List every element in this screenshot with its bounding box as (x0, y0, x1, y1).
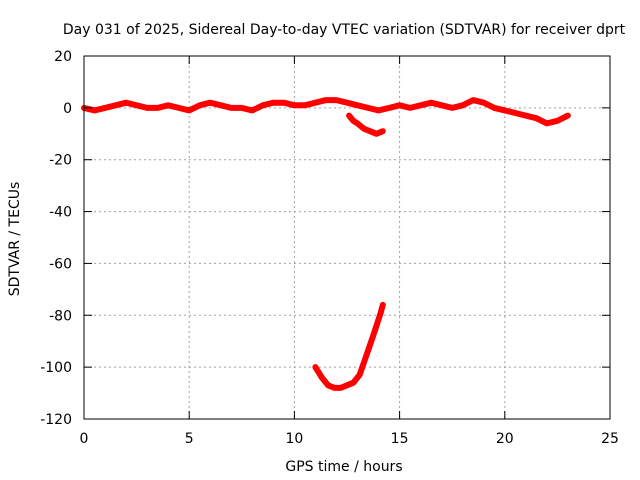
plot-frame (83, 55, 611, 420)
y-tick-label: -60 (49, 256, 72, 272)
y-axis-label: SDTVAR / TECUs (7, 182, 23, 297)
x-tick-label: 20 (496, 431, 514, 447)
y-tick-label: -120 (40, 412, 72, 428)
y-tick-label: -80 (49, 308, 72, 324)
tick-layer: 20 0 -20 -40 -60 -80 -100 -120 0 5 10 15 20 25 (40, 49, 619, 447)
x-tick-label: 15 (391, 431, 409, 447)
grid (84, 56, 610, 419)
y-tick-label: -40 (49, 205, 72, 221)
series-line-main (81, 97, 571, 127)
y-tick-label: -100 (40, 360, 72, 376)
x-axis-label: GPS time / hours (285, 459, 402, 475)
y-tick-label: 0 (63, 101, 72, 117)
series-line-dip (346, 112, 386, 137)
chart-title: Day 031 of 2025, Sidereal Day-to-day VTE… (63, 22, 626, 38)
x-tick-label: 25 (601, 431, 619, 447)
x-tick-label: 10 (285, 431, 303, 447)
y-tick-label: 20 (54, 49, 72, 65)
series-line-low-excursion (312, 301, 386, 391)
x-tick-label: 5 (185, 431, 194, 447)
x-tick-label: 0 (80, 431, 89, 447)
y-tick-label: -20 (49, 153, 72, 169)
series-layer (81, 97, 571, 391)
